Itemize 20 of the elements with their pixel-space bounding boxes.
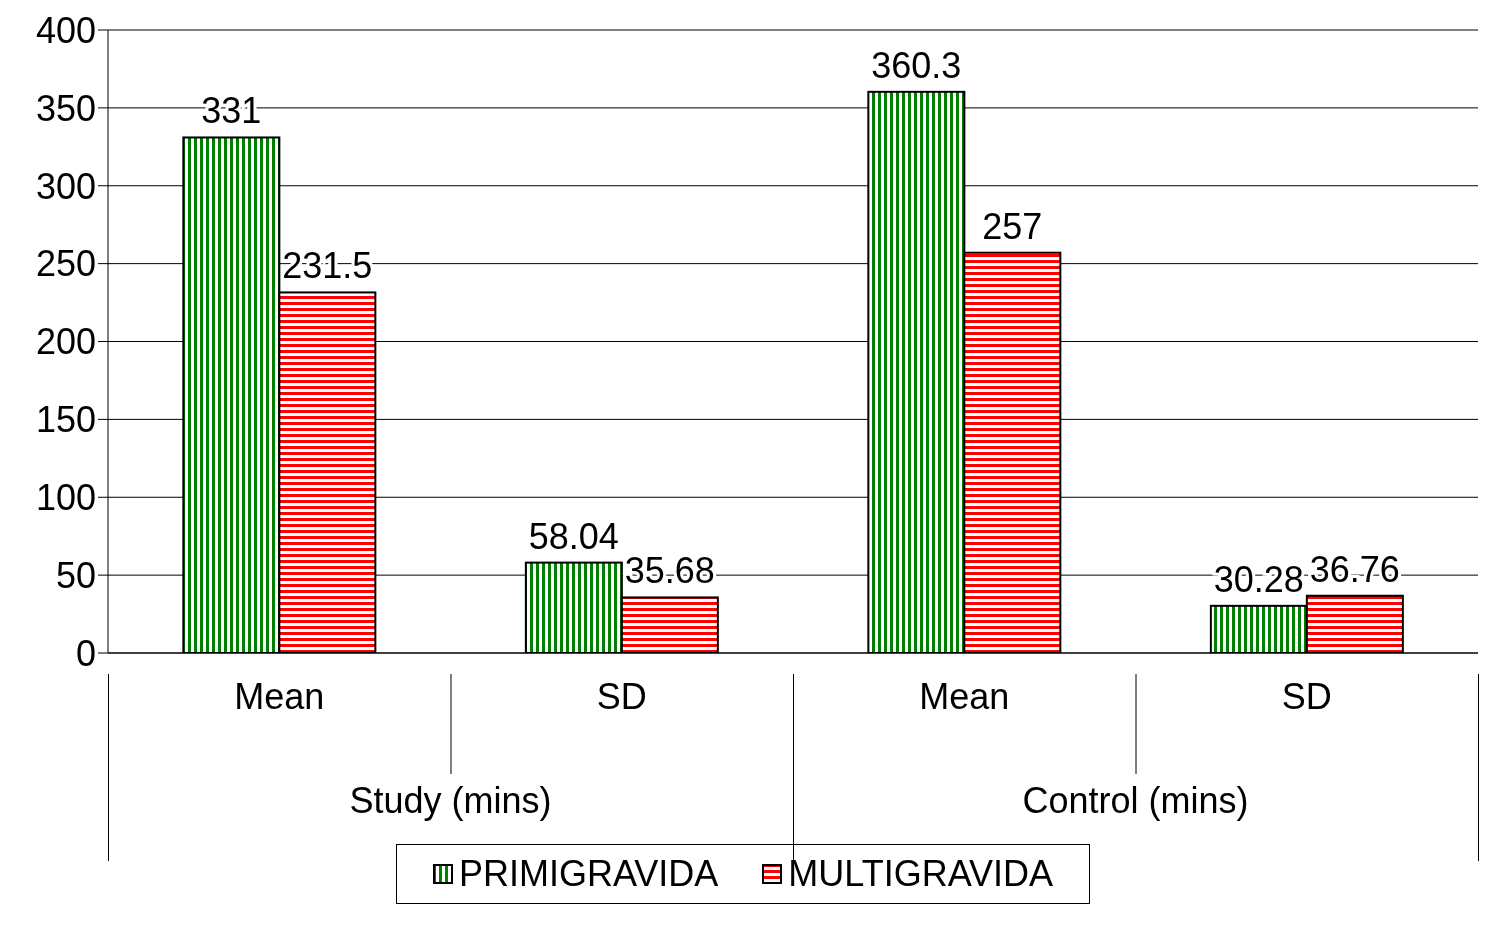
y-tick-label: 100 xyxy=(35,477,96,519)
legend-label: PRIMIGRAVIDA xyxy=(458,853,719,895)
text: Control (mins) xyxy=(1021,780,1250,822)
y-tick-label: 150 xyxy=(35,399,96,441)
y-tick-label: 50 xyxy=(55,554,96,596)
y-tick-label: 350 xyxy=(35,87,96,129)
y-tick-label: 200 xyxy=(35,321,96,363)
y-tick-label: 400 xyxy=(35,9,96,51)
legend-label: MULTIGRAVIDA xyxy=(788,853,1054,895)
data-label: 360.3 xyxy=(871,44,962,86)
text: Study (mins) xyxy=(348,780,553,822)
data-label: 58.04 xyxy=(528,515,619,557)
x-tick-label: SD xyxy=(1281,676,1332,717)
x-tick-label: Mean xyxy=(919,676,1010,717)
y-tick-label: 250 xyxy=(35,243,96,285)
y-tick-label: 0 xyxy=(75,632,96,674)
x-tick-label: SD xyxy=(596,676,647,717)
x-tick-label: Mean xyxy=(234,676,325,717)
data-label: 257 xyxy=(982,205,1043,247)
y-tick-label: 300 xyxy=(35,165,96,207)
